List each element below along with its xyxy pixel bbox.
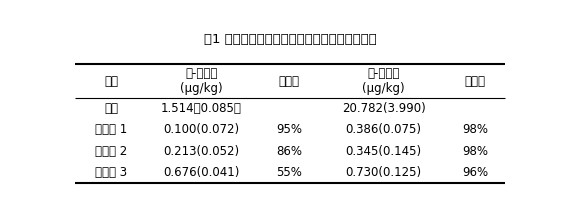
Text: 0.345(0.145): 0.345(0.145) [346,145,422,158]
Text: 98%: 98% [462,145,488,158]
Text: 0.213(0.052): 0.213(0.052) [163,145,239,158]
Text: 钝化剂 2: 钝化剂 2 [95,145,127,158]
Text: 95%: 95% [276,123,302,137]
Text: 0.730(0.125): 0.730(0.125) [346,166,422,179]
Text: 0.386(0.075): 0.386(0.075) [346,123,422,137]
Text: (μg/kg): (μg/kg) [180,82,222,95]
Text: 钝化剂 1: 钝化剂 1 [95,123,127,137]
Text: 1.514（0.085）: 1.514（0.085） [161,102,242,115]
Text: 对照: 对照 [104,102,118,115]
Text: 0.100(0.072): 0.100(0.072) [163,123,239,137]
Text: 处理: 处理 [104,75,118,88]
Text: 98%: 98% [462,123,488,137]
Text: 20.782(3.990): 20.782(3.990) [342,102,426,115]
Text: 钝化剂 3: 钝化剂 3 [95,166,127,179]
Text: 钝化率: 钝化率 [278,75,299,88]
Text: 镉-水溶态: 镉-水溶态 [367,67,400,80]
Text: 钝化率: 钝化率 [465,75,486,88]
Text: 96%: 96% [462,166,488,179]
Text: 86%: 86% [276,145,302,158]
Text: 表1 不同钝化剂对土壤中砷镉水溶态含量的影响: 表1 不同钝化剂对土壤中砷镉水溶态含量的影响 [204,33,376,46]
Text: 55%: 55% [276,166,302,179]
Text: 砷-水溶态: 砷-水溶态 [185,67,217,80]
Text: (μg/kg): (μg/kg) [362,82,405,95]
Text: 0.676(0.041): 0.676(0.041) [163,166,239,179]
